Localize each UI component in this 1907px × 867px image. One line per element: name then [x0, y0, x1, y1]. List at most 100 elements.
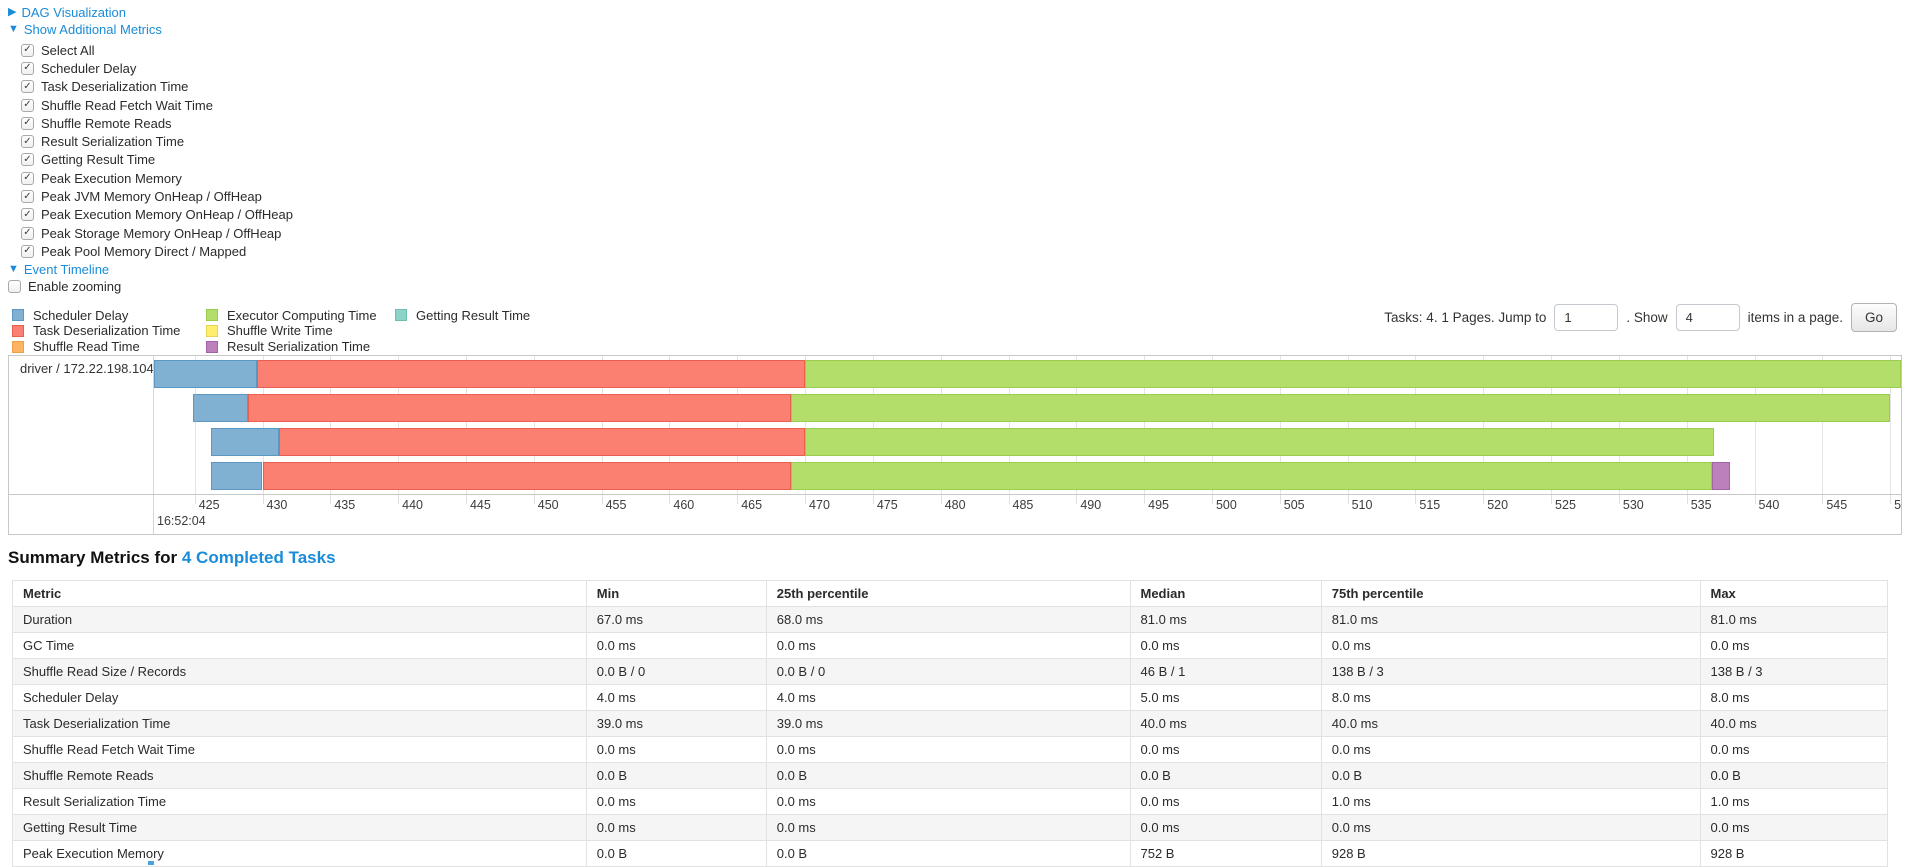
legend-pagination-row: Scheduler Delay Task Deserialization Time… — [0, 295, 1907, 355]
checkbox-label: Peak Pool Memory Direct / Mapped — [41, 243, 247, 259]
task-deserialization-segment[interactable] — [247, 393, 792, 422]
metric-checkbox-row[interactable]: ✓ Select All — [21, 41, 1907, 59]
metric-name-cell: Getting Result Time — [12, 813, 587, 841]
scheduler-delay-segment[interactable] — [210, 462, 263, 491]
executor-computing-segment[interactable] — [805, 359, 1901, 388]
metric-value-cell: 4.0 ms — [585, 683, 767, 711]
checkbox-icon[interactable]: ✓ — [21, 190, 34, 204]
metric-value-cell: 0.0 B — [765, 839, 1131, 867]
metric-checkbox-row[interactable]: ✓ Peak Execution Memory — [21, 169, 1907, 187]
metric-value-cell: 0.0 B — [585, 839, 767, 867]
checkbox-label: Scheduler Delay — [41, 60, 137, 76]
scheduler-delay-segment[interactable] — [154, 359, 258, 388]
metric-value-cell: 81.0 ms — [1699, 605, 1888, 633]
legend-column: Executor Computing Time Shuffle Write Tim… — [206, 308, 395, 355]
metric-value-cell: 68.0 ms — [765, 605, 1131, 633]
axis-tick-label: 515 — [1419, 497, 1441, 512]
event-timeline-label: Event Timeline — [23, 261, 110, 277]
metric-value-cell: 46 B / 1 — [1129, 657, 1322, 685]
timeline-gridline — [533, 355, 535, 494]
axis-tick-label: 460 — [673, 497, 695, 512]
metric-value-cell: 0.0 ms — [1129, 631, 1322, 659]
checkbox-icon[interactable]: ✓ — [21, 208, 34, 222]
checkbox-icon[interactable]: ✓ — [21, 116, 34, 130]
task-pagination: Tasks: 4. 1 Pages. Jump to . Show items … — [1384, 295, 1897, 341]
table-row: Shuffle Read Fetch Wait Time 0.0 ms 0.0 ms… — [12, 735, 1888, 763]
completed-tasks-link[interactable]: 4 Completed Tasks — [181, 547, 336, 567]
metric-name-cell: GC Time — [12, 631, 587, 659]
result-serialization-segment[interactable] — [1712, 462, 1731, 491]
metric-checkbox-row[interactable]: ✓ Getting Result Time — [21, 151, 1907, 169]
task-deserialization-segment[interactable] — [278, 428, 806, 457]
axis-tick — [1822, 494, 1824, 504]
event-timeline-toggle-line: ▼ Event Timeline — [8, 261, 1907, 278]
axis-tick — [737, 494, 739, 504]
axis-tick-label: 455 — [605, 497, 627, 512]
metric-value-cell: 138 B / 3 — [1320, 657, 1701, 685]
dag-visualization-toggle[interactable]: ▶ DAG Visualization — [8, 5, 126, 20]
metric-checkbox-row[interactable]: ✓ Result Serialization Time — [21, 132, 1907, 150]
go-button[interactable]: Go — [1850, 303, 1897, 333]
metric-checkbox-row[interactable]: ✓ Peak Pool Memory Direct / Mapped — [21, 242, 1907, 260]
enable-zooming-row[interactable]: Enable zooming — [8, 278, 1907, 295]
metric-value-cell: 0.0 ms — [1699, 813, 1888, 841]
event-timeline-toggle[interactable]: ▼ Event Timeline — [8, 262, 109, 277]
metric-value-cell: 8.0 ms — [1320, 683, 1701, 711]
metric-checkbox-row[interactable]: ✓ Peak Execution Memory OnHeap / OffHeap — [21, 206, 1907, 224]
items-per-page-input[interactable] — [1675, 304, 1740, 332]
task-deserialization-segment[interactable] — [262, 462, 792, 491]
table-row: Duration 67.0 ms 68.0 ms 81.0 ms 81.0 ms 81.0… — [12, 605, 1888, 633]
metric-checkbox-row[interactable]: ✓ Peak Storage Memory OnHeap / OffHeap — [21, 224, 1907, 242]
checkbox-icon[interactable]: ✓ — [21, 244, 34, 258]
show-additional-metrics-toggle[interactable]: ▼ Show Additional Metrics — [8, 22, 162, 37]
scheduler-delay-segment[interactable] — [193, 393, 248, 422]
timeline-gridline — [398, 355, 400, 494]
metric-checkbox-row[interactable]: ✓ Scheduler Delay — [21, 59, 1907, 77]
checkbox-label: Peak Execution Memory OnHeap / OffHeap — [41, 207, 293, 223]
axis-tick-label: 430 — [266, 497, 288, 512]
legend-label: Executor Computing Time — [227, 307, 377, 323]
scheduler-delay-segment[interactable] — [210, 428, 279, 457]
metric-value-cell: 752 B — [1129, 839, 1322, 867]
checkbox-icon[interactable]: ✓ — [21, 171, 34, 185]
axis-tick-label: 445 — [469, 497, 491, 512]
checkbox-icon[interactable]: ✓ — [21, 135, 34, 149]
metric-checkbox-row[interactable]: ✓ Shuffle Read Fetch Wait Time — [21, 96, 1907, 114]
checkbox-icon[interactable]: ✓ — [21, 43, 34, 57]
metric-value-cell: 0.0 B — [1129, 761, 1322, 789]
metric-name-cell: Shuffle Remote Reads — [12, 761, 587, 789]
dag-visualization-toggle-line: ▶ DAG Visualization — [8, 4, 1907, 21]
checkbox-icon[interactable]: ✓ — [21, 98, 34, 112]
timeline-plot — [154, 355, 1901, 494]
metric-checkbox-row[interactable]: ✓ Shuffle Remote Reads — [21, 114, 1907, 132]
enable-zooming-label: Enable zooming — [28, 278, 122, 294]
checkbox-icon[interactable]: ✓ — [21, 80, 34, 94]
axis-tick-label: 470 — [809, 497, 830, 512]
axis-tick-label: 450 — [537, 497, 559, 512]
table-body: Duration 67.0 ms 68.0 ms 81.0 ms 81.0 ms 81.0… — [12, 605, 1888, 867]
checkbox-icon[interactable]: ✓ — [21, 153, 34, 167]
timeline-gridline — [330, 355, 332, 494]
metric-name-cell: Duration — [12, 605, 587, 633]
axis-tick-label: 475 — [876, 497, 898, 512]
metric-name-cell: Result Serialization Time — [12, 787, 587, 815]
executor-computing-segment[interactable] — [805, 428, 1714, 457]
metric-name-cell: Peak Execution Memory — [12, 839, 587, 867]
legend-label: Task Deserialization Time — [33, 323, 181, 339]
checkbox-icon[interactable]: ✓ — [21, 61, 34, 75]
checkbox-icon[interactable]: ✓ — [21, 226, 34, 240]
executor-computing-segment[interactable] — [791, 462, 1713, 491]
enable-zooming-checkbox[interactable] — [8, 279, 21, 293]
axis-tick — [1483, 494, 1485, 504]
task-bar — [154, 428, 1901, 457]
legend-label: Result Serialization Time — [227, 339, 371, 355]
getting-result-swatch-icon — [395, 309, 407, 322]
task-deserialization-segment[interactable] — [257, 359, 806, 388]
metric-checkbox-row[interactable]: ✓ Peak JVM Memory OnHeap / OffHeap — [21, 187, 1907, 205]
jump-to-page-input[interactable] — [1554, 304, 1619, 332]
executor-computing-segment[interactable] — [791, 393, 1891, 422]
metric-value-cell: 1.0 ms — [1699, 787, 1888, 815]
axis-tick — [872, 494, 874, 504]
metric-checkbox-row[interactable]: ✓ Task Deserialization Time — [21, 78, 1907, 96]
legend-column: Getting Result Time — [395, 308, 589, 355]
